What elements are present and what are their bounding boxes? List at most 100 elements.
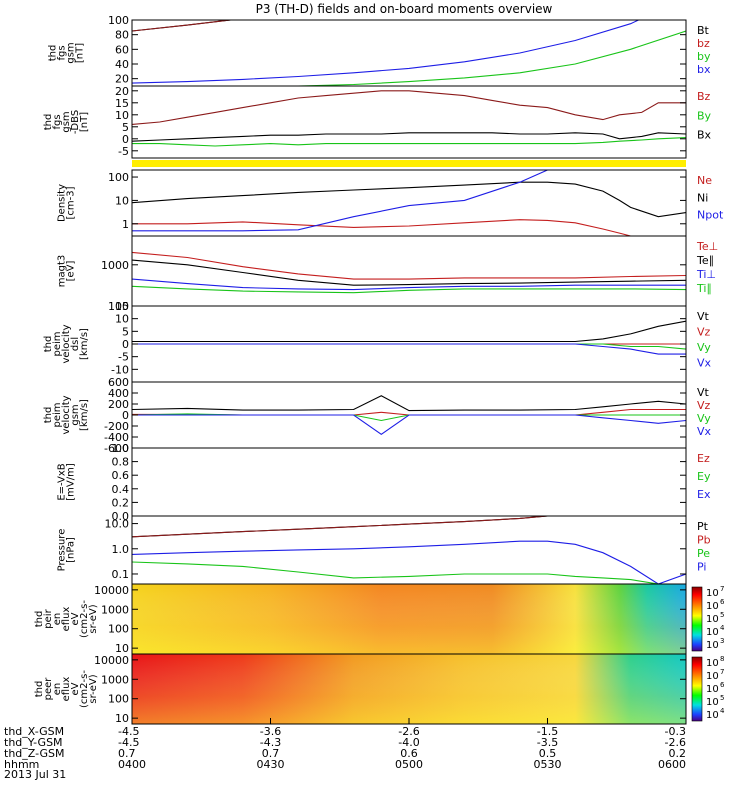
footer-value: 0.6 [400,747,418,760]
y-axis-label: [nPa] [66,537,77,563]
footer-value: -4.5 [118,725,139,738]
y-axis-label: sr-eV) [88,604,99,633]
footer-value: -4.0 [398,736,419,749]
y-tick-label: 5 [122,325,129,338]
legend-entry: Vx [697,357,712,370]
series-line-peim_vel_gsm-3 [132,414,686,435]
colorbar-label: 10 [706,671,719,682]
colorbar-label: 10 [706,658,719,669]
legend-entry: Npot [697,209,724,222]
y-axis-label: velocity [61,324,72,363]
series-line-density-1 [132,219,686,236]
panel-frame [131,19,687,87]
y-axis-label: [eV] [66,261,77,282]
y-tick-label: -10 [111,363,129,376]
legend-entry: Vx [697,425,712,438]
colorbar-exponent: 5 [720,611,724,619]
series-line-fgs_gsm-3 [277,30,686,86]
legend-entry: Pe [697,547,710,560]
panel-frame [131,85,687,159]
series-line-temperature-3 [132,285,686,294]
colorbar-label: 10 [706,627,719,638]
footer-value: -4.5 [118,736,139,749]
y-axis-label: (cm2-s- [79,600,90,638]
colorbar-exponent: 7 [720,668,724,676]
legend-entry: Te⊥ [696,240,718,253]
panel-frame [131,235,687,307]
legend-entry: Vt [697,386,710,399]
y-axis-label: en [52,613,63,626]
panel-frame [131,515,687,585]
footer-value: -3.6 [260,725,281,738]
y-tick-label: 100 [108,693,129,706]
legend-entry: Vz [697,399,711,412]
footer-value: 0500 [395,758,423,771]
y-axis-label: gsm [61,111,72,132]
quality-flag-bar [132,160,686,167]
footer-value: -0.3 [665,725,686,738]
footer-value: -4.3 [260,736,281,749]
legend-entry: Pt [697,520,709,533]
y-axis-label: gsm [70,404,81,425]
footer: thd_X-GSM -4.5 -3.6 -2.6 -1.5 -0.3 thd_Y-GSM -4… [4,718,687,781]
y-tick-label: 0.6 [112,469,130,482]
y-tick-label: 0.2 [112,496,130,509]
footer-value: 0.2 [669,747,687,760]
legend-entry: Vz [697,326,711,339]
colorbar-label: 10 [706,710,719,721]
y-axis-label: en [52,683,63,696]
y-axis-label: thd [43,114,54,131]
footer-row-label: thd_Y-GSM [4,736,63,749]
y-tick-label: 20 [115,85,129,98]
y-tick-label: -400 [104,431,129,444]
colorbar-label: 10 [706,614,719,625]
footer-row-label: thd_Z-GSM [4,747,64,760]
y-axis-label: peir [43,608,54,628]
legend-entry: bx [697,63,711,76]
legend-entry: Vy [697,341,711,354]
series-line-peim_vel_gsm-0 [132,395,686,412]
colorbar-exponent: 4 [720,624,725,632]
y-tick-label: 10000 [94,654,129,667]
footer-value: -2.6 [398,725,419,738]
footer-value: -1.5 [537,725,558,738]
y-tick-label: 5 [122,121,129,134]
series-line-pressure-1 [132,516,548,538]
y-tick-label: 0.8 [112,456,130,469]
legend-entry: Pb [697,534,711,547]
y-tick-label: 600 [108,376,129,389]
footer-row-label: hhmm [4,758,39,771]
series-line-pressure-2 [132,540,686,584]
y-tick-label: 10 [115,194,129,207]
y-tick-label: 200 [108,398,129,411]
legend-entry: Bz [697,90,711,103]
panels: 20406080100thdfgsgsm[nT]Btbzbybx-5051015… [34,14,725,725]
y-tick-label: -5 [118,145,129,158]
footer-value: 0600 [658,758,686,771]
series-line-fgs_dsl-0 [132,90,686,125]
y-tick-label: 1000 [101,603,129,616]
footer-value: 0.7 [118,747,136,760]
y-tick-label: 20 [115,73,129,86]
colorbar-label: 10 [706,697,719,708]
y-tick-label: -600 [104,442,129,455]
legend-entry: By [697,109,712,122]
panel-density: 1 10 100 Density[cm-3] Ne Ni Npot [57,169,724,237]
y-tick-label: 1000 [101,673,129,686]
colorbar-label: 10 [706,640,719,651]
y-tick-label: 1000 [101,259,129,272]
series-line-peim_vel_dsl-3 [132,343,686,355]
colorbar-exponent: 3 [720,637,724,645]
legend-entry: Ex [697,488,711,501]
y-tick-label: 100 [108,14,129,27]
y-tick-label: 400 [108,387,129,400]
footer-value: -3.5 [537,736,558,749]
footer-value: 0400 [118,758,146,771]
colorbar-exponent: 5 [720,694,724,702]
footer-value: -2.6 [665,736,686,749]
y-axis-label: thd [34,681,45,698]
